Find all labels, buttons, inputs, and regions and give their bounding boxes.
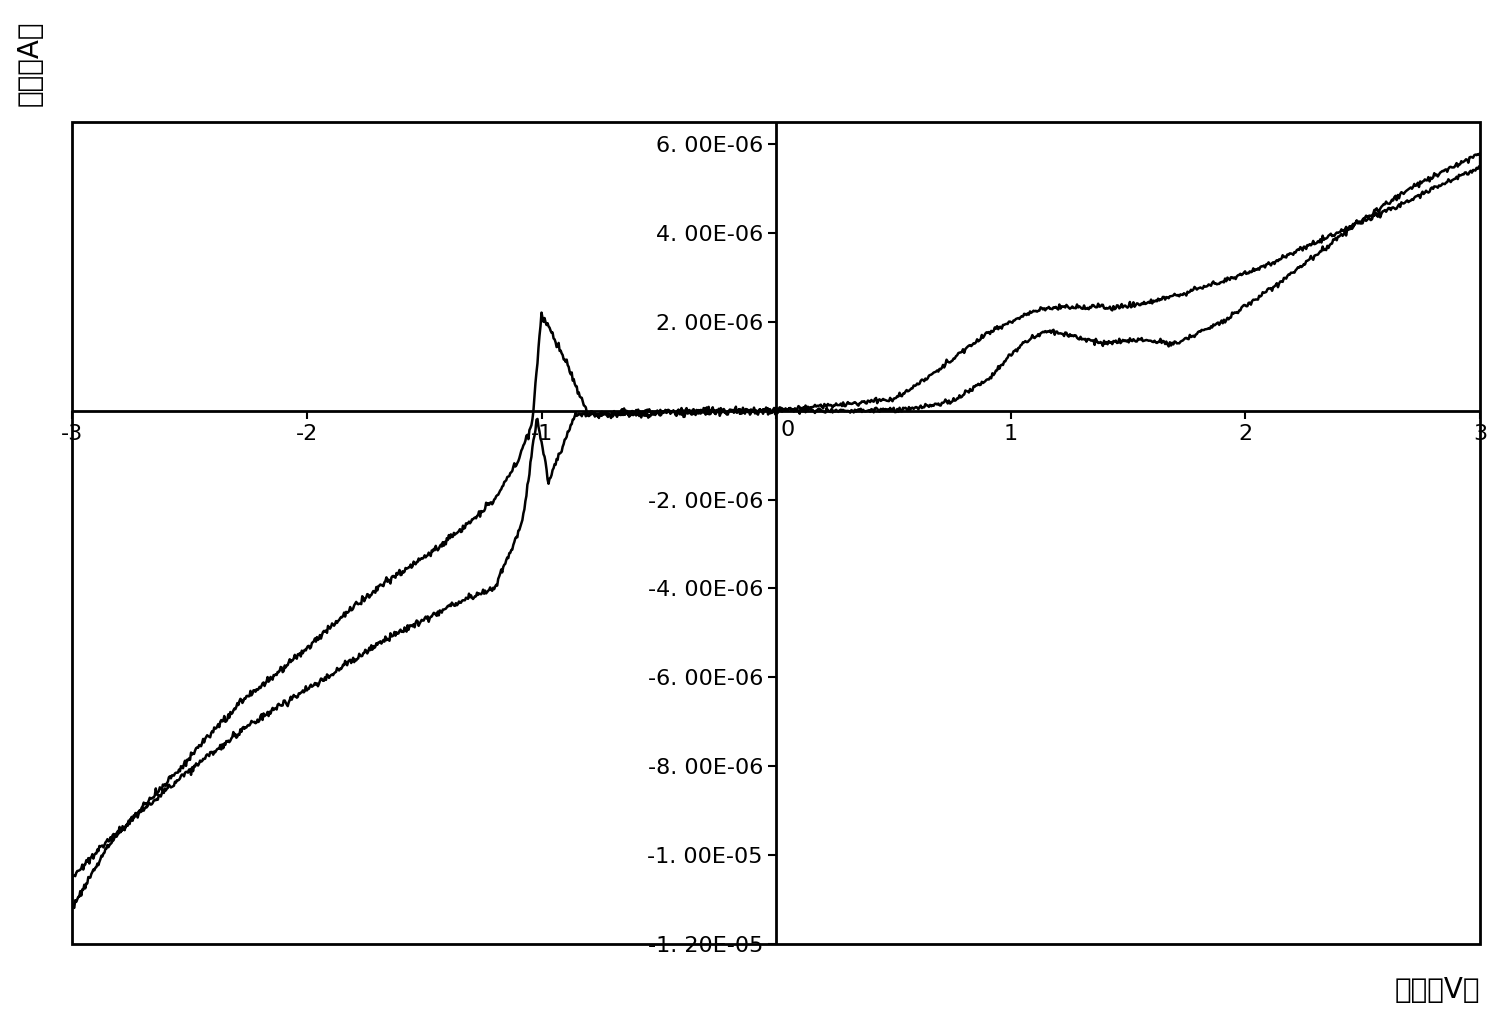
Text: 电流（A）: 电流（A） bbox=[17, 20, 44, 105]
Text: 电压（V）: 电压（V） bbox=[1395, 977, 1481, 1005]
Text: 0: 0 bbox=[780, 420, 795, 439]
